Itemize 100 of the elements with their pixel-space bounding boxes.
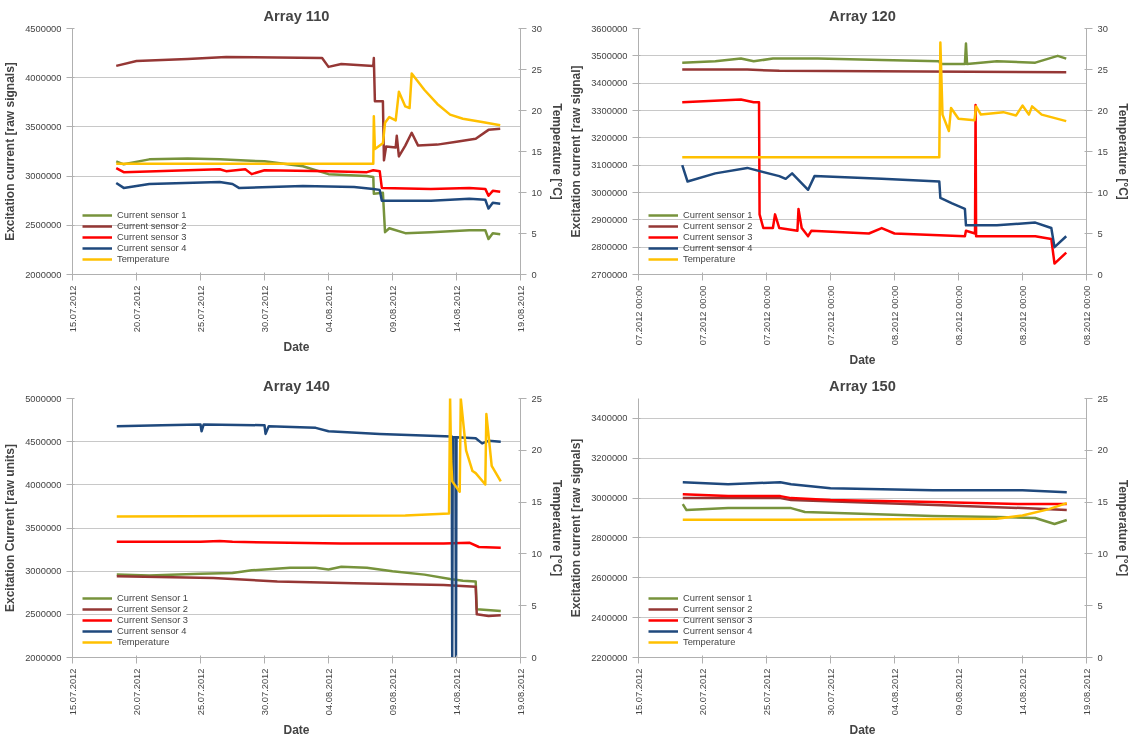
y2-tick-label: 5 (1097, 228, 1103, 239)
legend-label: Current sensor 1 (683, 593, 753, 603)
legend-label: Current Sensor 2 (117, 604, 189, 614)
y-tick-label: 3600000 (591, 23, 628, 34)
y2-tick-label: 25 (1097, 393, 1108, 404)
x-tick-label: 14.08.2012 (451, 285, 462, 333)
x-axis-title: Date (849, 723, 876, 738)
y2-tick-label: 15 (531, 497, 542, 508)
y-tick-label: 3500000 (25, 121, 62, 132)
y-tick-label: 2800000 (591, 242, 628, 253)
legend-label: Current Sensor 1 (117, 593, 189, 603)
x-tick-label: 09.08.2012 (387, 285, 398, 333)
y-tick-label: 2200000 (591, 652, 628, 663)
y2-tick-label: 30 (531, 23, 542, 34)
x-tick-label: 19.08.2012 (1081, 668, 1092, 716)
chart-title: Array 150 (829, 377, 896, 394)
y-tick-label: 3300000 (591, 105, 628, 116)
y2-tick-label: 5 (1097, 600, 1103, 611)
y-tick-label: 2500000 (25, 609, 62, 620)
y-axis-title: Excitation Current [raw units] (3, 443, 18, 613)
legend-label: Current sensor 3 (683, 615, 753, 625)
y-tick-label: 2700000 (591, 269, 628, 280)
y2-tick-label: 25 (531, 393, 542, 404)
y2-tick-label: 20 (1097, 445, 1108, 456)
y-tick-label: 2400000 (591, 612, 628, 623)
y2-tick-label: 20 (531, 445, 542, 456)
y2-tick-label: 0 (531, 269, 537, 280)
x-tick-label: 25.07.2012 (195, 285, 206, 333)
y-tick-label: 3200000 (591, 132, 628, 143)
legend-label: Current sensor 1 (683, 210, 753, 220)
x-tick-label: 14.08.2012 (451, 668, 462, 716)
y2-axis-title: Temperature [°C] (549, 103, 564, 200)
y-tick-label: 3400000 (591, 78, 628, 89)
legend-label: Current Sensor 3 (117, 615, 189, 625)
x-tick-label: 04.08.2012 (323, 285, 334, 333)
y-tick-label: 3200000 (591, 453, 628, 464)
y-tick-label: 3000000 (25, 566, 62, 577)
legend-label: Current sensor 2 (683, 221, 753, 231)
legend-label: Current sensor 4 (683, 243, 753, 253)
legend-label: Temperature (117, 254, 170, 264)
y2-tick-label: 10 (1097, 187, 1108, 198)
y-tick-label: 2900000 (591, 214, 628, 225)
x-tick-label: 07.2012 00:00 (825, 285, 836, 346)
y2-tick-label: 5 (531, 600, 537, 611)
y2-tick-label: 15 (1097, 146, 1108, 157)
y-tick-label: 4500000 (25, 23, 62, 34)
y-tick-label: 3000000 (25, 171, 62, 182)
y-tick-label: 3500000 (25, 523, 62, 533)
x-tick-label: 25.07.2012 (195, 668, 206, 716)
legend-label: Current sensor 4 (117, 626, 187, 636)
x-tick-label: 19.08.2012 (515, 668, 526, 716)
y2-axis-title: Temperature [°C] (549, 479, 564, 577)
y2-tick-label: 0 (1097, 269, 1103, 280)
y-axis-title: Excitation current [raw signals] (3, 62, 18, 241)
legend-label: Current sensor 2 (117, 221, 187, 231)
y-tick-label: 4000000 (25, 72, 62, 83)
x-tick-label: 30.07.2012 (259, 285, 270, 333)
y-tick-label: 3100000 (591, 160, 628, 171)
y2-tick-label: 30 (1097, 23, 1108, 34)
y2-axis-title: Temperature [°C] (1115, 479, 1130, 577)
y2-tick-label: 5 (531, 228, 537, 239)
x-tick-label: 25.07.2012 (761, 668, 772, 716)
legend-label: Current sensor 4 (117, 243, 187, 253)
x-axis-title: Date (849, 353, 876, 368)
legend-label: Current sensor 3 (683, 232, 753, 242)
y-tick-label: 3000000 (591, 187, 628, 198)
x-tick-label: 14.08.2012 (1017, 668, 1028, 716)
x-tick-label: 07.2012 00:00 (697, 285, 708, 346)
legend-label: Current sensor 3 (117, 232, 187, 242)
chart-title: Array 120 (829, 7, 896, 24)
x-tick-label: 07.2012 00:00 (633, 285, 644, 346)
y2-tick-label: 20 (1097, 105, 1108, 116)
x-tick-label: 20.07.2012 (131, 285, 142, 333)
y-tick-label: 2500000 (25, 220, 62, 231)
y-tick-label: 4500000 (25, 436, 62, 447)
x-tick-label: 04.08.2012 (323, 668, 334, 716)
y2-tick-label: 10 (531, 548, 542, 559)
y-tick-label: 2000000 (25, 269, 62, 280)
legend-label: Current sensor 1 (117, 210, 187, 220)
x-axis-title: Date (283, 340, 310, 355)
y2-axis-title: Temperature [°C] (1115, 103, 1130, 200)
legend-label: Temperature (683, 637, 736, 647)
y2-tick-label: 15 (1097, 497, 1108, 508)
y-tick-label: 2000000 (25, 652, 62, 663)
x-tick-label: 08.2012 00:00 (1081, 285, 1092, 346)
legend-label: Temperature (683, 254, 736, 264)
x-tick-label: 15.07.2012 (633, 668, 644, 716)
legend-label: Current sensor 2 (683, 604, 753, 614)
x-tick-label: 04.08.2012 (889, 668, 900, 716)
y-tick-label: 3500000 (591, 50, 628, 61)
legend-label: Temperature (117, 637, 170, 647)
x-tick-label: 08.2012 00:00 (953, 285, 964, 346)
y2-tick-label: 0 (1097, 652, 1103, 663)
x-tick-label: 15.07.2012 (67, 668, 78, 716)
y-tick-label: 5000000 (25, 393, 62, 404)
x-tick-label: 20.07.2012 (697, 668, 708, 716)
y2-tick-label: 10 (531, 187, 542, 198)
x-tick-label: 30.07.2012 (825, 668, 836, 716)
x-tick-label: 09.08.2012 (953, 668, 964, 716)
x-tick-label: 20.07.2012 (131, 668, 142, 716)
